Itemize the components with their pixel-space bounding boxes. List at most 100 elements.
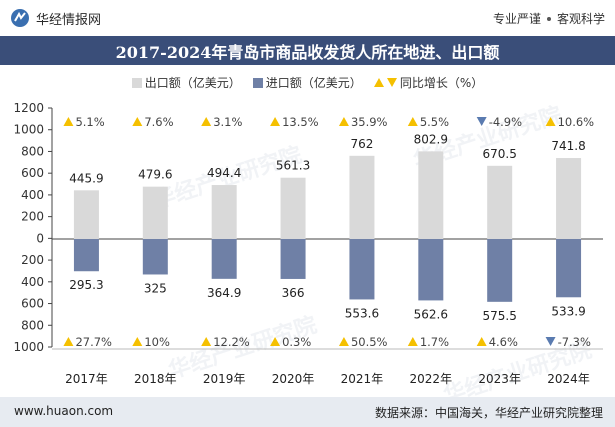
import-growth-label: 27.7% xyxy=(75,335,112,349)
export-growth-arrow xyxy=(270,117,281,126)
triangle-up-icon xyxy=(373,78,384,87)
slogan: 专业严谨 客观科学 xyxy=(493,10,605,27)
export-bar xyxy=(211,185,237,239)
import-bar xyxy=(211,239,237,279)
footer-site: www.huaon.com xyxy=(14,404,114,418)
export-bar xyxy=(418,151,444,239)
import-value-label: 366 xyxy=(282,286,305,300)
import-growth-label: -7.3% xyxy=(558,335,591,349)
export-growth-label: -4.9% xyxy=(489,115,522,129)
y-tick-label: 400 xyxy=(21,275,44,289)
import-growth-label: 50.5% xyxy=(351,335,388,349)
import-growth-arrow xyxy=(201,337,212,346)
import-value-label: 575.5 xyxy=(483,309,517,323)
export-growth-label: 3.1% xyxy=(213,115,242,129)
export-bar xyxy=(142,186,168,239)
import-bar xyxy=(487,239,513,302)
import-growth-label: 1.7% xyxy=(420,335,449,349)
legend-label-export: 出口额（亿美元） xyxy=(144,76,241,90)
y-tick-label: 600 xyxy=(21,166,44,180)
chart-title: 2017-2024年青岛市商品收发货人所在地进、出口额 xyxy=(115,42,500,62)
x-tick-label: 2019年 xyxy=(203,372,246,386)
export-bar xyxy=(349,155,375,239)
x-tick-label: 2023年 xyxy=(478,372,521,386)
import-value-label: 553.6 xyxy=(345,306,379,320)
export-value-label: 445.9 xyxy=(69,171,103,185)
x-tick-label: 2021年 xyxy=(341,372,384,386)
y-tick-label: 1200 xyxy=(13,101,44,115)
export-growth-arrow xyxy=(132,117,143,126)
import-bar xyxy=(349,239,375,300)
legend-item-export: 出口额（亿美元） xyxy=(131,74,241,91)
export-value-label: 479.6 xyxy=(138,168,172,182)
y-tick-label: 200 xyxy=(21,253,44,267)
slogan-dot xyxy=(546,17,551,21)
export-bar xyxy=(556,158,582,239)
y-tick-label: 400 xyxy=(21,188,44,202)
export-growth-arrow xyxy=(545,117,556,126)
export-growth-arrow xyxy=(476,117,487,126)
export-value-label: 802.9 xyxy=(414,132,448,146)
export-bar xyxy=(73,190,99,239)
y-tick-label: 800 xyxy=(21,318,44,332)
export-bar xyxy=(280,177,306,239)
legend-label-import: 进口额（亿美元） xyxy=(265,76,362,90)
legend-item-growth: 同比增长（%） xyxy=(373,74,484,91)
import-growth-arrow xyxy=(270,337,281,346)
y-tick-label: 200 xyxy=(21,210,44,224)
export-value-label: 741.8 xyxy=(551,139,585,153)
brand-name: 华经情报网 xyxy=(36,12,102,28)
export-growth-label: 7.6% xyxy=(144,115,173,129)
import-growth-arrow xyxy=(407,337,418,346)
import-growth-arrow xyxy=(545,337,556,346)
footer: www.huaon.com 数据来源：中国海关，华经产业研究院整理 xyxy=(0,397,615,427)
import-value-label: 325 xyxy=(144,281,167,295)
import-growth-arrow xyxy=(132,337,143,346)
top-bar: 华经情报网 专业严谨 客观科学 xyxy=(0,0,615,36)
slogan-right: 客观科学 xyxy=(556,12,605,26)
chart-plot: 1200 1000 800 600 400 200 0 200 400 600 800 1000 445… xyxy=(13,101,603,386)
import-value-label: 562.6 xyxy=(414,307,448,321)
export-growth-label: 13.5% xyxy=(282,115,319,129)
y-tick-label: 1000 xyxy=(13,123,44,137)
brand: 华经情报网 xyxy=(10,8,101,28)
export-growth-arrow xyxy=(201,117,212,126)
export-value-label: 494.4 xyxy=(207,166,241,180)
import-bar xyxy=(73,239,99,272)
export-value-label: 561.3 xyxy=(276,159,310,173)
y-tick-label: 1000 xyxy=(13,340,44,354)
export-growth-label: 5.5% xyxy=(420,115,449,129)
x-tick-label: 2018年 xyxy=(134,372,177,386)
import-growth-label: 10% xyxy=(144,335,170,349)
import-growth-arrow xyxy=(338,337,349,346)
import-bar xyxy=(280,239,306,279)
x-tick-label: 2017年 xyxy=(65,372,108,386)
import-value-label: 295.3 xyxy=(69,278,103,292)
export-value-label: 670.5 xyxy=(483,147,517,161)
export-bar xyxy=(487,165,513,239)
x-tick-label: 2024年 xyxy=(547,372,590,386)
legend-swatch-import xyxy=(252,77,263,88)
y-tick-label: 800 xyxy=(21,144,44,158)
export-growth-label: 10.6% xyxy=(558,115,595,129)
y-tick-label: 600 xyxy=(21,297,44,311)
legend-label-growth: 同比增长（%） xyxy=(399,76,484,90)
legend-swatch-export xyxy=(131,77,142,88)
y-tick-label: 0 xyxy=(36,231,44,245)
chart-title-bar: 2017-2024年青岛市商品收发货人所在地进、出口额 xyxy=(0,36,615,65)
triangle-down-icon xyxy=(386,78,397,87)
slogan-left: 专业严谨 xyxy=(492,12,541,26)
brand-logo-icon xyxy=(11,9,29,27)
x-tick-label: 2022年 xyxy=(410,372,453,386)
import-value-label: 364.9 xyxy=(207,286,241,300)
import-bar xyxy=(556,239,582,298)
x-tick-label: 2020年 xyxy=(272,372,315,386)
import-growth-arrow xyxy=(63,337,74,346)
export-growth-label: 35.9% xyxy=(351,115,388,129)
import-growth-label: 0.3% xyxy=(282,335,311,349)
import-bar xyxy=(418,239,444,301)
legend: 出口额（亿美元） 进口额（亿美元） 同比增长（%） xyxy=(0,74,615,91)
import-value-label: 533.9 xyxy=(551,304,585,318)
export-growth-arrow xyxy=(338,117,349,126)
export-value-label: 762 xyxy=(350,137,373,151)
